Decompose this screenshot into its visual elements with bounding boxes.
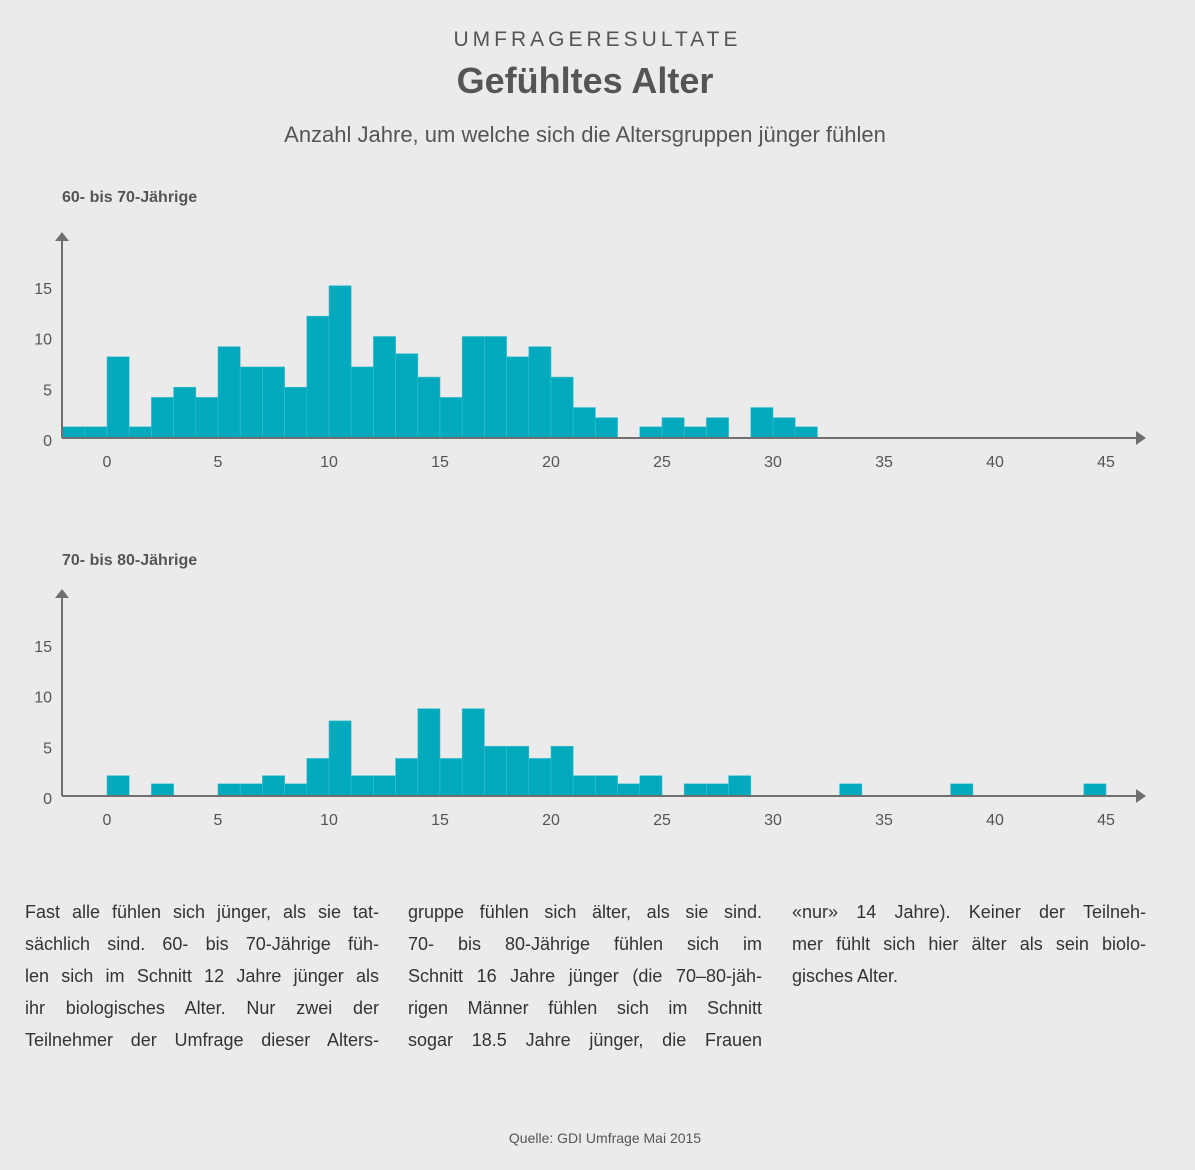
text-line: len sich im Schnitt 12 Jahre jünger als [25, 966, 379, 986]
text-line: rigen Männer fühlen sich im Schnitt [408, 998, 762, 1018]
source-note: Quelle: GDI Umfrage Mai 2015 [508, 1130, 702, 1146]
bar [151, 783, 174, 797]
bar [639, 775, 663, 797]
bar [239, 783, 263, 797]
x-tick-label: 5 [214, 454, 223, 471]
bar [262, 775, 285, 797]
x-tick-label: 20 [542, 812, 560, 829]
bar [328, 720, 352, 797]
text-column-3: «nur» 14 Jahre). Keiner der Teilneh-mer … [792, 896, 1146, 992]
text-line: gruppe fühlen sich älter, als sie sind. [408, 902, 762, 922]
bar [683, 783, 707, 797]
text-line: «nur» 14 Jahre). Keiner der Teilneh- [792, 902, 1146, 922]
text-line: 70- bis 80-Jährige fühlen sich im [408, 934, 762, 954]
bar [617, 783, 641, 797]
y-tick-label: 15 [34, 281, 52, 298]
x-tick-label: 15 [431, 812, 449, 829]
x-tick-label: 45 [1097, 812, 1115, 829]
x-tick-label: 35 [875, 812, 893, 829]
x-tick-label: 20 [542, 454, 560, 471]
bar [839, 783, 863, 797]
bar [106, 775, 130, 797]
y-tick-label: 0 [43, 791, 52, 808]
y-tick-label: 5 [43, 382, 52, 399]
bar [950, 783, 974, 797]
y-axis-arrow-icon [55, 589, 69, 598]
x-tick-label: 40 [986, 454, 1004, 471]
bar [528, 758, 552, 797]
bar [595, 775, 618, 797]
x-axis-arrow-icon [1136, 789, 1146, 803]
text-column-1: Fast alle fühlen sich jünger, als sie ta… [25, 896, 379, 1056]
x-tick-label: 35 [875, 454, 893, 471]
bar [506, 745, 530, 797]
bar [217, 783, 241, 797]
text-line: gisches Alter. [792, 966, 899, 986]
bar [728, 775, 752, 797]
x-tick-label: 5 [214, 812, 223, 829]
subtitle: Anzahl Jahre, um welche sich die Altersg… [284, 122, 886, 147]
bar [417, 708, 441, 797]
bar [284, 783, 308, 797]
chart-2-title: 70- bis 80-Jährige [62, 552, 198, 569]
bar [439, 758, 463, 797]
x-tick-label: 30 [764, 454, 782, 471]
x-tick-label: 40 [986, 812, 1004, 829]
y-tick-label: 5 [43, 740, 52, 757]
bar [350, 775, 374, 797]
text-line: Teilnehmer der Umfrage dieser Alters- [25, 1030, 379, 1050]
y-axis-arrow-icon [55, 232, 69, 241]
bar [461, 708, 485, 797]
x-tick-label: 10 [320, 454, 338, 471]
x-tick-label: 25 [653, 812, 671, 829]
y-tick-label: 10 [34, 332, 52, 349]
x-tick-label: 25 [653, 454, 671, 471]
bar [373, 775, 396, 797]
bar [706, 783, 729, 797]
bar [484, 745, 507, 797]
histogram-70-80: 0 5 10 15 20 25 30 35 40 45 0 5 10 15 [34, 589, 1146, 829]
bar [572, 775, 596, 797]
text-line: ihr biologisches Alter. Nur zwei der [25, 998, 379, 1018]
text-line: sächlich sind. 60- bis 70-Jährige füh- [25, 934, 379, 954]
bar [1083, 783, 1107, 797]
text-line: mer fühlt sich hier älter als sein biolo… [792, 934, 1146, 954]
text-line: sogar 18.5 Jahre jünger, die Frauen [408, 1030, 762, 1050]
x-tick-label: 10 [320, 812, 338, 829]
x-tick-label: 0 [103, 454, 112, 471]
kicker: UMFRAGERESULTATE [453, 28, 742, 51]
page-title: Gefühltes Alter [456, 60, 714, 101]
bar [550, 745, 574, 797]
histogram-60-70: 0 5 10 15 20 25 30 35 40 45 0 5 10 15 [34, 232, 1146, 471]
x-tick-label: 30 [764, 812, 782, 829]
x-tick-label: 45 [1097, 454, 1115, 471]
x-tick-label: 15 [431, 454, 449, 471]
text-line: Fast alle fühlen sich jünger, als sie ta… [25, 902, 379, 922]
y-tick-label: 0 [43, 433, 52, 450]
y-tick-label: 10 [34, 690, 52, 707]
x-tick-label: 0 [103, 812, 112, 829]
x-axis-arrow-icon [1136, 431, 1146, 445]
bar [306, 758, 330, 797]
text-line: Schnitt 16 Jahre jünger (die 70–80-jäh- [408, 966, 762, 986]
text-column-2: gruppe fühlen sich älter, als sie sind. 7… [408, 896, 762, 1056]
chart-1-title: 60- bis 70-Jährige [62, 189, 198, 206]
bar [395, 758, 419, 797]
y-tick-label: 15 [34, 639, 52, 656]
